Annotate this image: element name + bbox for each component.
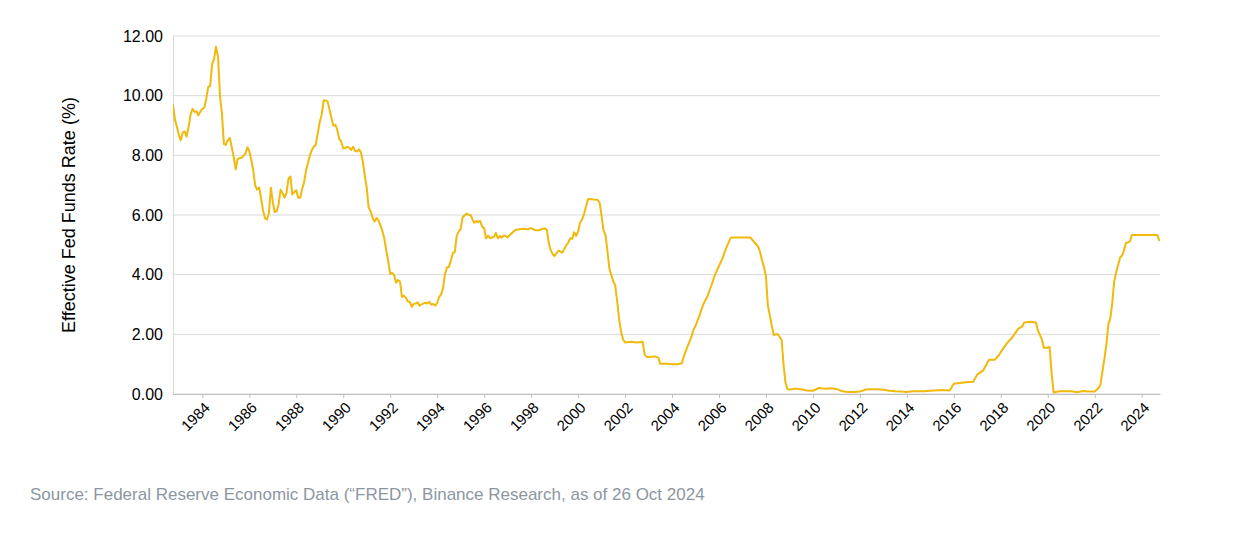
x-tick: 1984	[177, 394, 213, 434]
x-tick: 1988	[271, 394, 307, 434]
x-tick: 2008	[741, 394, 777, 434]
y-tick: 8.00	[132, 147, 173, 164]
grid-line	[173, 215, 1160, 216]
plot: 0.002.004.006.008.0010.0012.001984198619…	[123, 28, 1161, 435]
y-axis-title: Effective Fed Funds Rate (%)	[59, 97, 79, 333]
x-tick: 2024	[1117, 394, 1153, 434]
x-tick-label: 2012	[835, 399, 871, 435]
x-tick-label: 2016	[929, 399, 965, 435]
x-tick-label: 1984	[177, 399, 213, 435]
x-tick-mark	[343, 394, 344, 398]
x-tick-label: 2014	[882, 399, 918, 435]
y-tick: 10.00	[123, 87, 173, 104]
x-tick: 1998	[506, 394, 542, 434]
y-tick-label: 8.00	[132, 147, 163, 164]
x-tick-label: 2010	[788, 399, 824, 435]
x-tick-mark	[1048, 394, 1049, 398]
x-tick-label: 1986	[224, 399, 260, 435]
x-tick: 2020	[1023, 394, 1059, 434]
x-tick: 2006	[694, 394, 730, 434]
x-tick-mark	[860, 394, 861, 398]
x-tick-label: 2022	[1070, 399, 1106, 435]
x-tick-mark	[766, 394, 767, 398]
grid-line	[173, 36, 1160, 37]
x-tick: 2002	[600, 394, 636, 434]
x-tick-mark	[296, 394, 297, 398]
x-tick-mark	[484, 394, 485, 398]
x-tick: 2004	[647, 394, 683, 434]
grid-line	[173, 155, 1160, 156]
x-tick-mark	[719, 394, 720, 398]
x-tick-label: 1994	[412, 399, 448, 435]
x-tick-mark	[625, 394, 626, 398]
x-tick: 2010	[788, 394, 824, 434]
x-tick: 2012	[835, 394, 871, 434]
x-tick-mark	[1142, 394, 1143, 398]
x-tick: 2022	[1070, 394, 1106, 434]
y-tick: 6.00	[132, 207, 173, 224]
source: Source: Federal Reserve Economic Data (“…	[30, 485, 705, 504]
x-tick: 1994	[412, 394, 448, 434]
y-tick: 0.00	[132, 386, 173, 403]
y-tick-label: 0.00	[132, 386, 163, 403]
chart: 0.002.004.006.008.0010.0012.001984198619…	[0, 0, 1252, 540]
x-tick: 1986	[224, 394, 260, 434]
x-tick-mark	[672, 394, 673, 398]
x-tick-mark	[202, 394, 203, 398]
x-tick-label: 1998	[506, 399, 542, 435]
y-tick: 12.00	[123, 28, 173, 45]
x-tick: 2014	[882, 394, 918, 434]
x-tick-mark	[390, 394, 391, 398]
x-tick-label: 2002	[600, 399, 636, 435]
x-tick: 1992	[365, 394, 401, 434]
y-tick-label: 10.00	[123, 87, 163, 104]
x-tick-mark	[813, 394, 814, 398]
x-tick: 1996	[459, 394, 495, 434]
marks	[173, 47, 1159, 393]
rate-line	[173, 47, 1159, 393]
x-tick-mark	[907, 394, 908, 398]
x-tick-mark	[1001, 394, 1002, 398]
x-tick-label: 2024	[1117, 399, 1153, 435]
x-tick-label: 2020	[1023, 399, 1059, 435]
y-axis: 0.00 2.00 4.00 6.00 8.00 10.00 12.00	[123, 28, 174, 403]
grid-line	[173, 95, 1160, 96]
grid	[173, 36, 1160, 394]
grid-line	[173, 394, 1160, 395]
y-tick-label: 6.00	[132, 207, 163, 224]
y-tick-label: 12.00	[123, 28, 163, 45]
x-tick-label: 1988	[271, 399, 307, 435]
grid-line	[173, 334, 1160, 335]
y-axis-line	[173, 37, 174, 395]
x-axis-line	[174, 394, 1161, 395]
x-axis: 1984 1986 1988 1990 1992 1994 1996 1998 2000 2002…	[174, 394, 1161, 434]
x-tick-label: 2000	[553, 399, 589, 435]
x-tick-label: 2004	[647, 399, 683, 435]
x-tick-mark	[578, 394, 579, 398]
x-tick-mark	[954, 394, 955, 398]
x-tick-mark	[531, 394, 532, 398]
x-tick: 2018	[976, 394, 1012, 434]
x-tick-label: 1992	[365, 399, 401, 435]
x-tick-label: 2018	[976, 399, 1012, 435]
y-tick-label: 2.00	[132, 326, 163, 343]
x-tick-label: 1990	[318, 399, 354, 435]
x-tick-mark	[437, 394, 438, 398]
x-tick: 1990	[318, 394, 354, 434]
grid-line	[173, 274, 1160, 275]
y-tick-label: 4.00	[132, 266, 163, 283]
x-tick-mark	[249, 394, 250, 398]
x-tick-label: 1996	[459, 399, 495, 435]
x-tick-label: 2006	[694, 399, 730, 435]
x-tick-mark	[1095, 394, 1096, 398]
y-tick: 2.00	[132, 326, 173, 343]
x-tick: 2016	[929, 394, 965, 434]
y-tick: 4.00	[132, 266, 173, 283]
x-tick-label: 2008	[741, 399, 777, 435]
x-tick: 2000	[553, 394, 589, 434]
